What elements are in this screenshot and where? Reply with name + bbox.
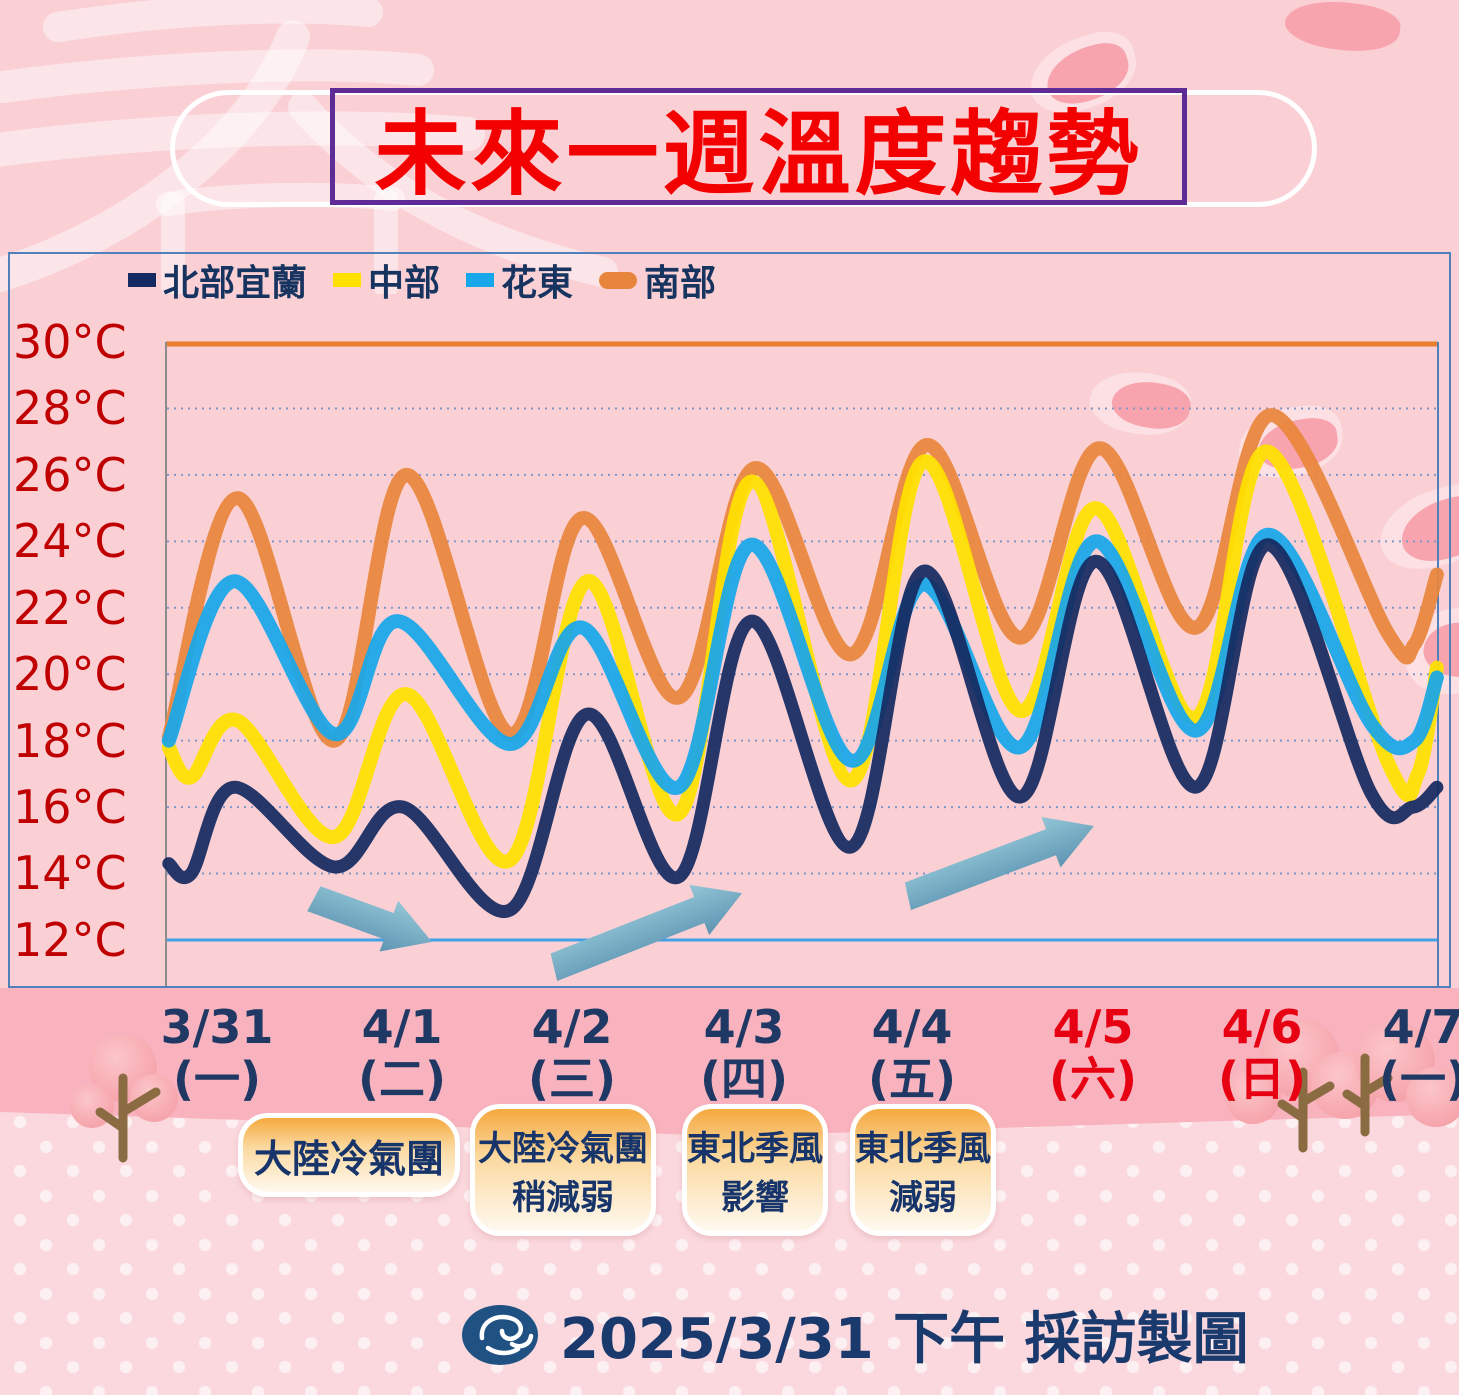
date-label: 4/5 (六) [1048,1000,1138,1106]
legend-swatch-south-icon [599,271,638,289]
annotation-cold-air-mass: 大陸冷氣團 [238,1113,460,1197]
y-axis-label: 30°C [13,315,127,369]
legend-item-east: 花東 [466,254,573,306]
footer-caption: 2025/3/31 下午 採訪製圖 [560,1307,1249,1372]
footer: 2025/3/31 下午 採訪製圖 [452,1294,1249,1375]
y-axis-label: 18°C [13,714,127,768]
legend-swatch-central-icon [333,273,362,287]
cwa-logo-icon [462,1304,538,1365]
legend-label: 花東 [501,263,574,304]
date-label: 3/31 (一) [160,1000,274,1106]
legend-swatch-east-icon [466,273,495,287]
legend-swatch-north-icon [128,273,156,287]
annotation-northeast-monsoon: 東北季風 影響 [682,1104,828,1236]
legend-label: 北部宜蘭 [163,263,308,304]
y-axis-label: 22°C [13,581,127,635]
title-box: 未來一週溫度趨勢 [330,88,1187,208]
legend-item-north: 北部宜蘭 [128,254,307,306]
date-label: 4/3 (四) [699,1000,789,1106]
legend-label: 南部 [644,263,717,304]
y-axis-label: 24°C [13,514,127,568]
y-axis-label: 12°C [13,913,127,967]
y-axis-label: 28°C [13,381,127,435]
y-axis-label: 20°C [13,647,127,701]
page-title: 未來一週溫度趨勢 [374,101,1143,208]
date-label: 4/2 (三) [527,1000,617,1106]
date-label: 4/4 (五) [867,1000,957,1106]
annotation-monsoon-weakening: 東北季風 減弱 [850,1104,996,1236]
y-axis-label: 14°C [13,846,127,900]
legend-item-central: 中部 [333,254,440,306]
legend-label: 中部 [368,263,441,304]
chart-panel [8,252,1451,988]
date-label: 4/6 (日) [1217,1000,1307,1106]
y-axis-label: 26°C [13,448,127,502]
legend-item-south: 南部 [599,254,716,306]
chart-legend: 北部宜蘭 中部 花東 南部 [128,258,716,304]
annotation-cold-air-weakening: 大陸冷氣團 稍減弱 [470,1104,656,1236]
petal-decoration [1282,0,1403,58]
date-label: 4/1 (二) [357,1000,447,1106]
date-label: 4/7 (一) [1378,1000,1459,1106]
y-axis-label: 16°C [13,780,127,834]
